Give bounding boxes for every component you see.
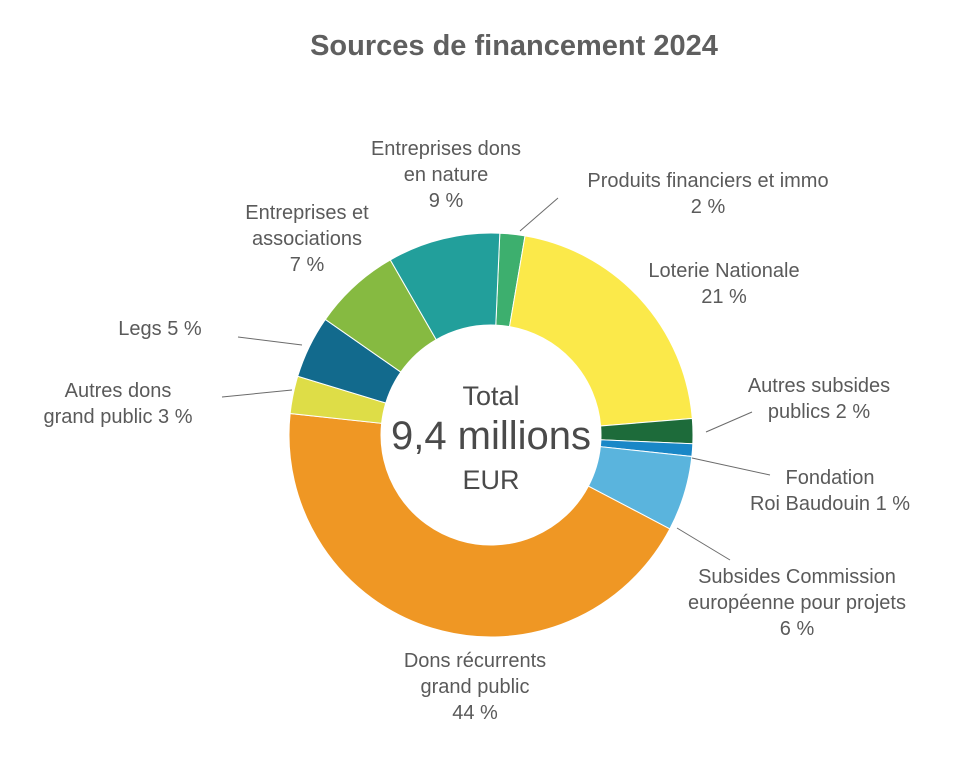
donut-slices xyxy=(288,232,694,638)
center-total-label: Total xyxy=(462,381,519,411)
slice-label-5: Dons récurrents grand public 44 % xyxy=(404,650,546,724)
chart-title: Sources de financement 2024 xyxy=(310,30,718,62)
slice-9 xyxy=(389,232,501,341)
slice-label-2: Autres subsides publics 2 % xyxy=(748,375,890,423)
leader-line-2 xyxy=(705,411,753,433)
leader-line-0 xyxy=(519,197,559,232)
leader-line-3 xyxy=(691,457,771,476)
leader-line-7 xyxy=(237,336,303,346)
center-total-value: 9,4 millions xyxy=(391,414,591,458)
slice-label-7: Legs 5 % xyxy=(118,318,202,340)
leader-line-4 xyxy=(676,527,731,561)
slice-label-3: Fondation Roi Baudouin 1 % xyxy=(750,467,910,515)
slice-5 xyxy=(288,412,671,638)
center-total-unit: EUR xyxy=(462,465,519,495)
slice-labels: Produits financiers et immo 2 % Loterie Na… xyxy=(44,138,911,724)
slice-label-8: Entreprises et associations 7 % xyxy=(245,202,369,276)
leader-line-6 xyxy=(221,389,293,398)
slice-label-0: Produits financiers et immo 2 % xyxy=(587,170,828,218)
slice-label-4: Subsides Commission européenne pour proje… xyxy=(688,566,906,640)
slice-label-9: Entreprises dons en nature 9 % xyxy=(371,138,521,212)
slice-1 xyxy=(508,235,693,427)
leader-lines xyxy=(221,197,771,561)
slice-label-6: Autres dons grand public 3 % xyxy=(44,380,193,428)
slice-label-1: Loterie Nationale 21 % xyxy=(648,260,799,308)
